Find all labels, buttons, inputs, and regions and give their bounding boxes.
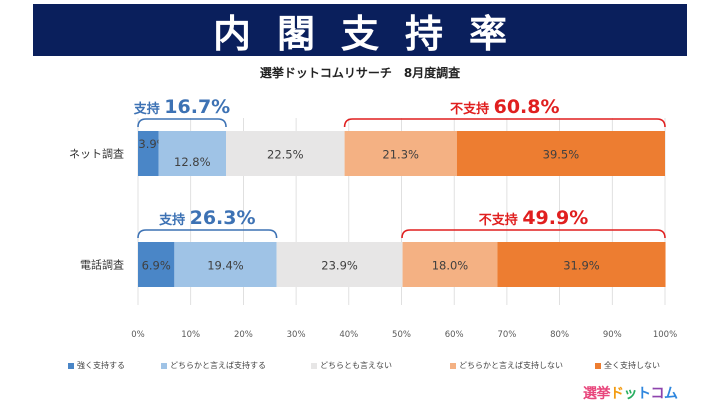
legend-item: 全く支持しない	[595, 360, 660, 371]
data-label: 19.4%	[207, 259, 244, 273]
bar-segment	[344, 131, 457, 176]
data-label: 31.9%	[563, 259, 600, 273]
logo-char: ッ	[623, 386, 638, 402]
title-banner: 内閣支持率	[33, 4, 687, 56]
x-tick-label: 50%	[392, 330, 411, 340]
x-tick-label: 80%	[550, 330, 569, 340]
logo-char: コ	[650, 386, 665, 402]
data-label: 23.9%	[321, 259, 358, 273]
x-tick-label: 30%	[287, 330, 306, 340]
bar-segment	[497, 242, 666, 287]
bar-segment	[226, 131, 345, 176]
legend-swatch	[161, 362, 167, 369]
bar-segment	[402, 242, 498, 287]
legend-item: 強く支持する	[68, 360, 125, 371]
legend-item: どちらかと言えば支持する	[161, 360, 266, 371]
legend-label: どちらかと言えば支持する	[170, 361, 266, 370]
x-tick-label: 70%	[497, 330, 516, 340]
legend-item: どちらかと言えば支持しない	[450, 360, 563, 371]
logo-char: 挙	[596, 386, 611, 402]
page-title: 内閣支持率	[212, 11, 533, 56]
data-label: 21.3%	[382, 148, 419, 162]
bar-segment	[158, 131, 227, 176]
x-tick-label: 60%	[445, 330, 464, 340]
logo-char: ム	[664, 386, 678, 402]
bracket	[137, 118, 227, 128]
x-tick-label: 0%	[131, 330, 145, 340]
brand-logo: 選挙ドットコム	[583, 383, 678, 403]
legend-label: どちらかと言えば支持しない	[459, 361, 563, 370]
data-label: 12.8%	[174, 155, 211, 169]
legend-item: どちらとも言えない	[311, 360, 392, 371]
legend-label: どちらとも言えない	[320, 361, 392, 370]
bracket	[401, 229, 666, 239]
logo-char: ド	[610, 386, 624, 402]
x-tick-label: 10%	[181, 330, 200, 340]
annotation-label: 不支持 60.8%	[450, 96, 559, 118]
bar-segment	[276, 242, 403, 287]
bar-segment	[456, 131, 665, 176]
bar-segment	[174, 242, 277, 287]
x-tick-label: 90%	[603, 330, 622, 340]
category-label: ネット調査	[69, 147, 124, 161]
annotation-label: 支持 16.7%	[133, 96, 230, 118]
data-label: 18.0%	[432, 259, 469, 273]
annotation-label: 不支持 49.9%	[479, 207, 588, 229]
chart-subtitle: 選挙ドットコムリサーチ 8月度調査	[259, 66, 461, 80]
legend-swatch	[450, 362, 456, 369]
logo-char: 選	[583, 386, 597, 402]
stacked-bar-chart: 0% 10% 20% 30% 40% 50% 60% 70% 80% 90% 100%ネット調査3.…	[69, 96, 677, 340]
bracket	[137, 229, 278, 239]
data-label: 22.5%	[267, 148, 304, 162]
legend-swatch	[68, 362, 74, 369]
x-tick-label: 100%	[653, 330, 677, 340]
annotation-label: 支持 26.3%	[158, 207, 255, 229]
chart-legend: 強く支持する どちらかと言えば支持する どちらとも言えない どちらかと言えば支持しない…	[68, 360, 688, 374]
bar-segment	[138, 242, 175, 287]
data-label: 6.9%	[142, 259, 171, 273]
logo-char: ト	[637, 386, 651, 402]
bar-segment	[138, 131, 159, 176]
legend-label: 強く支持する	[77, 361, 125, 370]
x-tick-label: 40%	[339, 330, 358, 340]
legend-swatch	[595, 362, 601, 369]
data-label: 39.5%	[543, 148, 580, 162]
legend-label: 全く支持しない	[604, 361, 660, 370]
bracket	[343, 118, 666, 128]
legend-swatch	[311, 362, 317, 369]
category-label: 電話調査	[80, 258, 124, 272]
x-tick-label: 20%	[234, 330, 253, 340]
